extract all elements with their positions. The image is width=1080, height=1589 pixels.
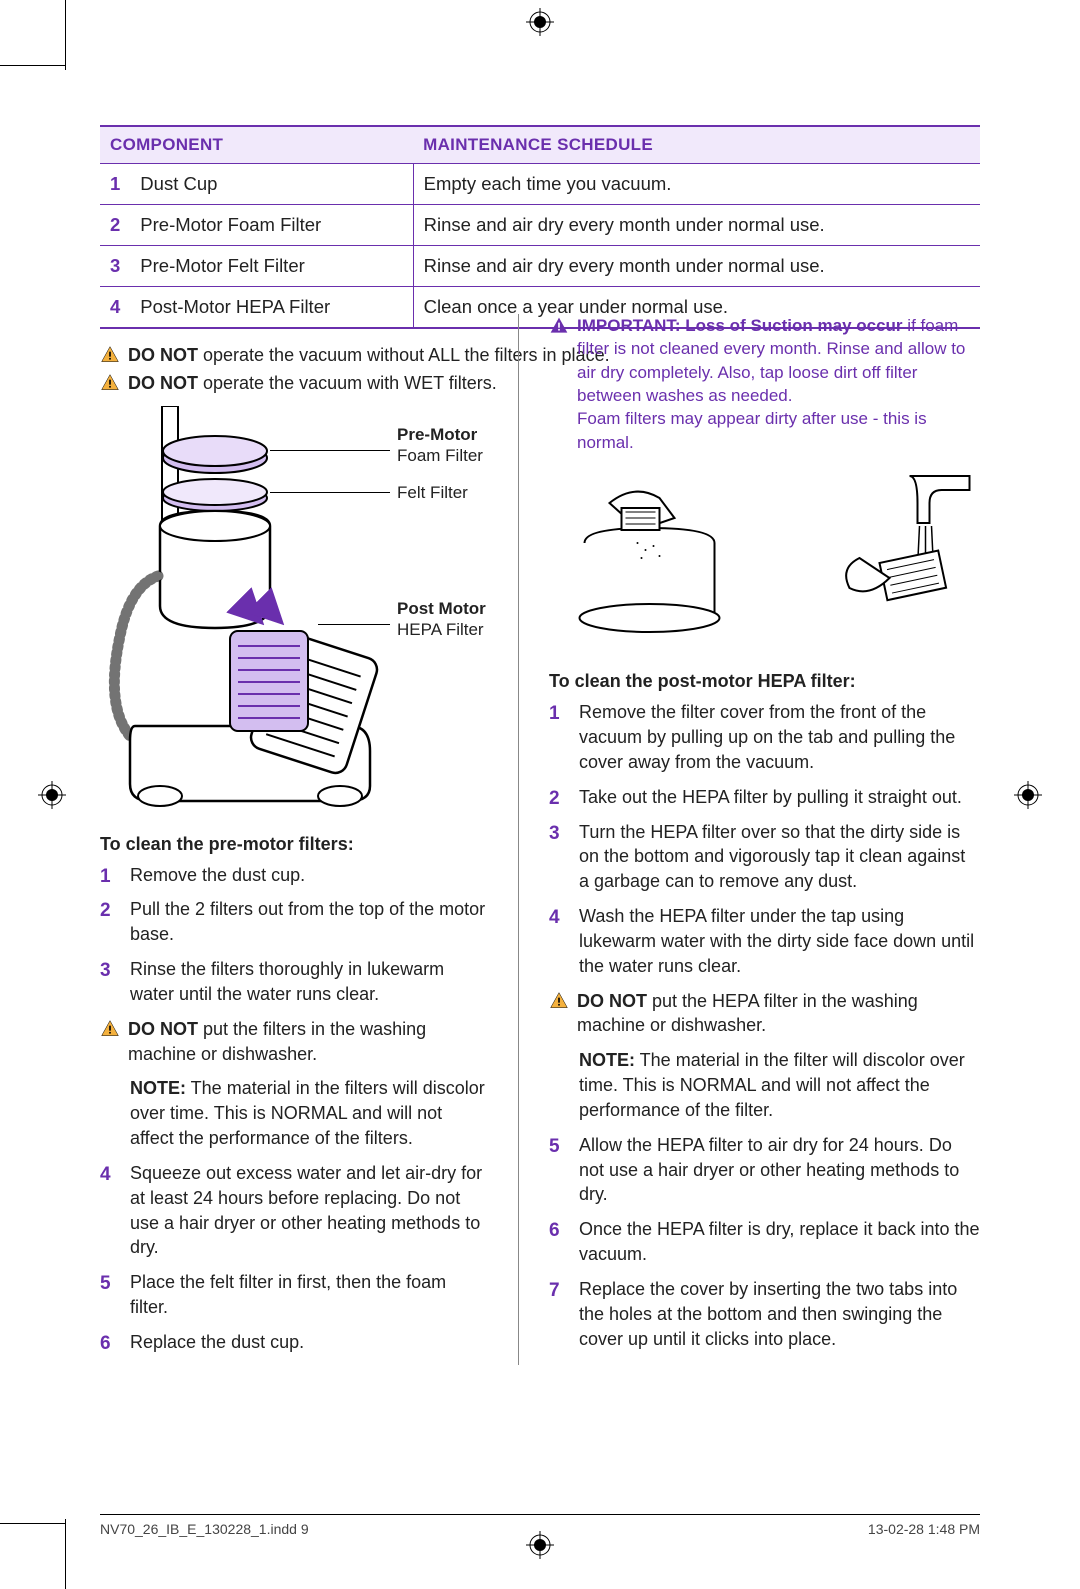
schedule-cell: Empty each time you vacuum. [413,164,980,205]
step-item: Remove the dust cup. [100,863,488,888]
row-number: 2 [100,205,130,246]
rinse-illustration [549,468,980,638]
maintenance-table: COMPONENT MAINTENANCE SCHEDULE 1 Dust Cu… [100,125,980,329]
steps-list: Remove the filter cover from the front o… [549,700,980,978]
component-cell: Dust Cup [130,164,413,205]
footer-file: NV70_26_IB_E_130228_1.indd 9 [100,1521,309,1537]
warn-bold: DO NOT [128,373,198,393]
step-item: Replace the dust cup. [100,1330,488,1355]
warning-icon [100,345,120,365]
page-content: COMPONENT MAINTENANCE SCHEDULE 1 Dust Cu… [100,125,980,1365]
schedule-cell: Rinse and air dry every month under norm… [413,246,980,287]
component-cell: Pre-Motor Felt Filter [130,246,413,287]
step-item: Replace the cover by inserting the two t… [549,1277,980,1351]
steps-list: Allow the HEPA filter to air dry for 24 … [549,1133,980,1352]
step-item: Remove the filter cover from the front o… [549,700,980,774]
row-number: 4 [100,287,130,329]
step-item: Rinse the filters thoroughly in lukewarm… [100,957,488,1007]
page-footer: NV70_26_IB_E_130228_1.indd 9 13-02-28 1:… [100,1514,980,1537]
warn-bold: DO NOT [128,345,198,365]
warn-text: operate the vacuum with WET filters. [198,373,497,393]
diagram-label: Post Motor HEPA Filter [397,598,486,641]
step-item: Take out the HEPA filter by pulling it s… [549,785,980,810]
step-item: Pull the 2 filters out from the top of t… [100,897,488,947]
crop-mark [65,0,66,70]
warning-icon [549,316,569,336]
leader-line [270,450,390,451]
step-item: Place the felt filter in first, then the… [100,1270,488,1320]
section-heading: To clean the post-motor HEPA filter: [549,671,980,692]
left-column: Pre-Motor Foam Filter Felt Filter Post M… [100,406,518,1365]
row-number: 1 [100,164,130,205]
step-item: Wash the HEPA filter under the tap using… [549,904,980,978]
step-item: Allow the HEPA filter to air dry for 24 … [549,1133,980,1207]
steps-list: Squeeze out excess water and let air-dry… [100,1161,488,1355]
registration-mark-icon [526,8,554,36]
note-text: NOTE: The material in the filters will d… [100,1076,488,1150]
warning-line: DO NOT put the HEPA filter in the washin… [549,989,980,1039]
table-row: 1 Dust Cup Empty each time you vacuum. [100,164,980,205]
row-number: 3 [100,246,130,287]
warning-icon [100,1019,120,1039]
schedule-cell: Rinse and air dry every month under norm… [413,205,980,246]
steps-list: Remove the dust cup. Pull the 2 filters … [100,863,488,1007]
vacuum-illustration [90,406,420,816]
component-cell: Pre-Motor Foam Filter [130,205,413,246]
registration-mark-icon [1014,781,1042,809]
table-row: 3 Pre-Motor Felt Filter Rinse and air dr… [100,246,980,287]
leader-line [270,492,390,493]
diagram-label: Felt Filter [397,482,468,503]
table-header-component: COMPONENT [100,126,413,164]
diagram-label: Pre-Motor Foam Filter [397,424,483,467]
section-heading: To clean the pre-motor filters: [100,834,488,855]
step-item: Once the HEPA filter is dry, replace it … [549,1217,980,1267]
right-column: IMPORTANT: Loss of Suction may occur if … [518,314,980,1365]
table-header-schedule: MAINTENANCE SCHEDULE [413,126,980,164]
important-callout: IMPORTANT: Loss of Suction may occur if … [549,314,980,455]
crop-mark [0,65,65,66]
crop-mark [0,1523,65,1524]
registration-mark-icon [38,781,66,809]
table-row: 2 Pre-Motor Foam Filter Rinse and air dr… [100,205,980,246]
leader-line [318,624,390,625]
crop-mark [65,1519,66,1589]
step-item: Turn the HEPA filter over so that the di… [549,820,980,894]
warning-line: DO NOT put the filters in the washing ma… [100,1017,488,1067]
footer-timestamp: 13-02-28 1:48 PM [868,1521,980,1537]
vacuum-diagram: Pre-Motor Foam Filter Felt Filter Post M… [100,406,488,816]
warning-icon [100,373,120,393]
warning-icon [549,991,569,1011]
step-item: Squeeze out excess water and let air-dry… [100,1161,488,1260]
component-cell: Post-Motor HEPA Filter [130,287,413,329]
note-text: NOTE: The material in the filter will di… [549,1048,980,1122]
